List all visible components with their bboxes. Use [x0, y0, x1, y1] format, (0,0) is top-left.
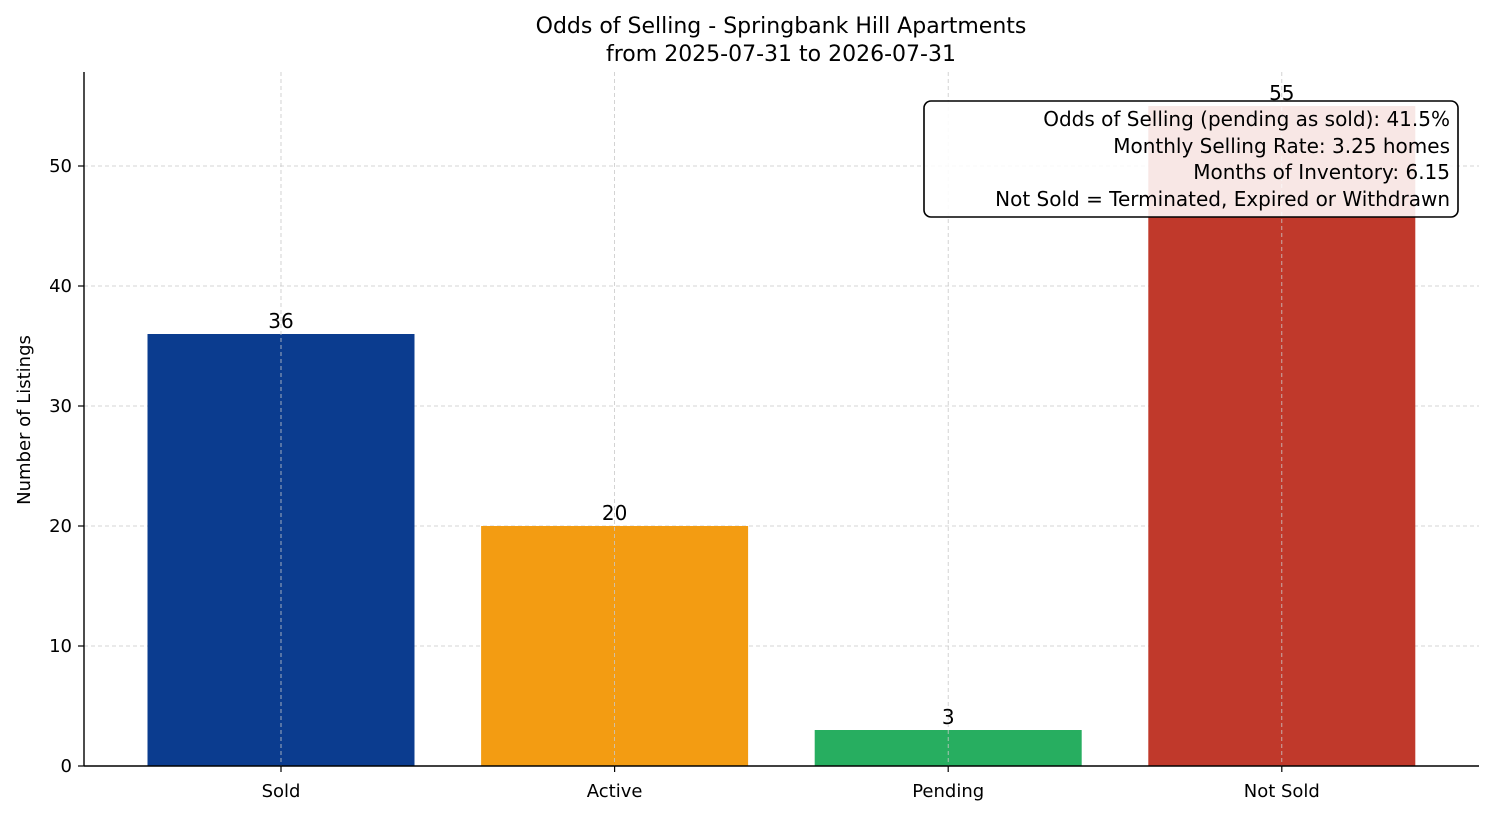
- y-tick-label: 30: [49, 396, 72, 417]
- annotation-line-rate: Monthly Selling Rate: 3.25 homes: [1113, 134, 1450, 158]
- annotation-line-inventory: Months of Inventory: 6.15: [1193, 160, 1450, 184]
- bar-value-label: 3: [942, 705, 955, 729]
- annotation-line-odds: Odds of Selling (pending as sold): 41.5%: [1043, 107, 1450, 131]
- x-tick-label: Pending: [912, 781, 984, 802]
- y-tick-label: 0: [61, 756, 72, 777]
- stats-annotation-box: Odds of Selling (pending as sold): 41.5%…: [923, 100, 1459, 218]
- y-tick-label: 50: [49, 156, 72, 177]
- chart-title: Odds of Selling - Springbank Hill Apartm…: [536, 14, 1027, 39]
- y-axis-label: Number of Listings: [14, 335, 35, 505]
- y-tick-label: 10: [49, 636, 72, 657]
- x-tick-label: Active: [587, 781, 643, 802]
- bar-value-label: 20: [602, 501, 627, 525]
- bar-value-label: 36: [268, 309, 293, 333]
- annotation-line-not-sold-definition: Not Sold = Terminated, Expired or Withdr…: [995, 187, 1450, 211]
- annotation-box-frame: [923, 100, 1459, 218]
- ticks: 0 10 20 30 40 50 Sold Active Pending Not Sold: [49, 156, 1320, 802]
- chart-subtitle: from 2025-07-31 to 2026-07-31: [606, 42, 956, 67]
- axes: [83, 72, 1479, 767]
- y-tick-label: 20: [49, 516, 72, 537]
- y-tick-label: 40: [49, 276, 72, 297]
- x-tick-label: Sold: [262, 781, 301, 802]
- x-tick-label: Not Sold: [1244, 781, 1320, 802]
